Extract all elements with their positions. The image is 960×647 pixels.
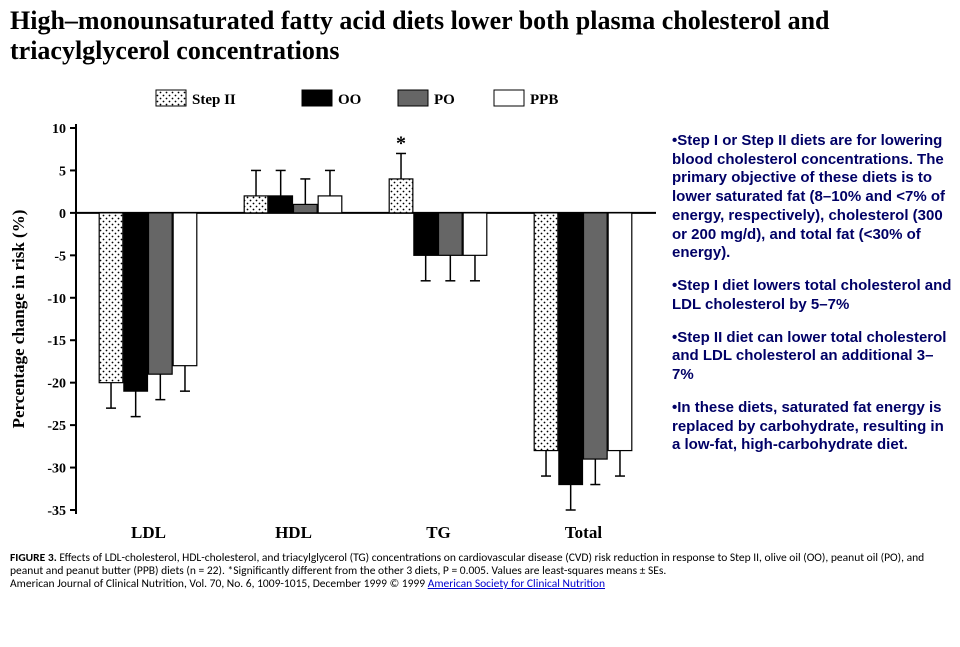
chart-svg: -35 -30 -25 -20 -15 -10 -5 0 5 10 Percentage chang… [6,70,666,550]
svg-text:0: 0 [59,207,66,222]
svg-text:-15: -15 [47,334,66,349]
svg-text:TG: TG [426,523,451,542]
svg-text:PO: PO [434,92,455,108]
main-row: -35 -30 -25 -20 -15 -10 -5 0 5 10 Percentage chang… [0,66,960,550]
svg-text:*: * [396,132,406,154]
risk-reduction-chart: -35 -30 -25 -20 -15 -10 -5 0 5 10 Percentage chang… [6,70,666,550]
svg-text:-25: -25 [47,419,66,434]
svg-text:HDL: HDL [275,523,312,542]
svg-text:-30: -30 [47,461,66,476]
citation-text: American Journal of Clinical Nutrition, … [10,577,428,591]
svg-text:LDL: LDL [131,523,166,542]
bullet-item: •Step I diet lowers total cholesterol an… [672,277,952,315]
citation-link[interactable]: American Society for Clinical Nutrition [428,577,605,591]
bullet-item: •Step I or Step II diets are for lowerin… [672,132,952,263]
page-title: High–monounsaturated fatty acid diets lo… [0,0,960,66]
svg-text:Percentage change in risk (%): Percentage change in risk (%) [9,209,28,428]
svg-text:-20: -20 [47,376,66,391]
caption-body: Effects of LDL-cholesterol, HDL-choleste… [10,551,924,578]
svg-text:10: 10 [52,122,66,137]
bullet-item: •In these diets, saturated fat energy is… [672,399,952,455]
svg-text:PPB: PPB [530,92,558,108]
svg-text:-5: -5 [54,249,66,264]
svg-text:Total: Total [565,523,602,542]
svg-text:-35: -35 [47,504,66,519]
svg-text:Step II: Step II [192,92,236,108]
bullet-list: •Step I or Step II diets are for lowerin… [672,70,952,550]
figure-caption: FIGURE 3. Effects of LDL-cholesterol, HD… [0,550,960,592]
bullet-item: •Step II diet can lower total cholestero… [672,329,952,385]
svg-text:-10: -10 [47,292,66,307]
caption-prefix: FIGURE 3. [10,551,57,565]
svg-text:OO: OO [338,92,361,108]
svg-text:5: 5 [59,164,66,179]
